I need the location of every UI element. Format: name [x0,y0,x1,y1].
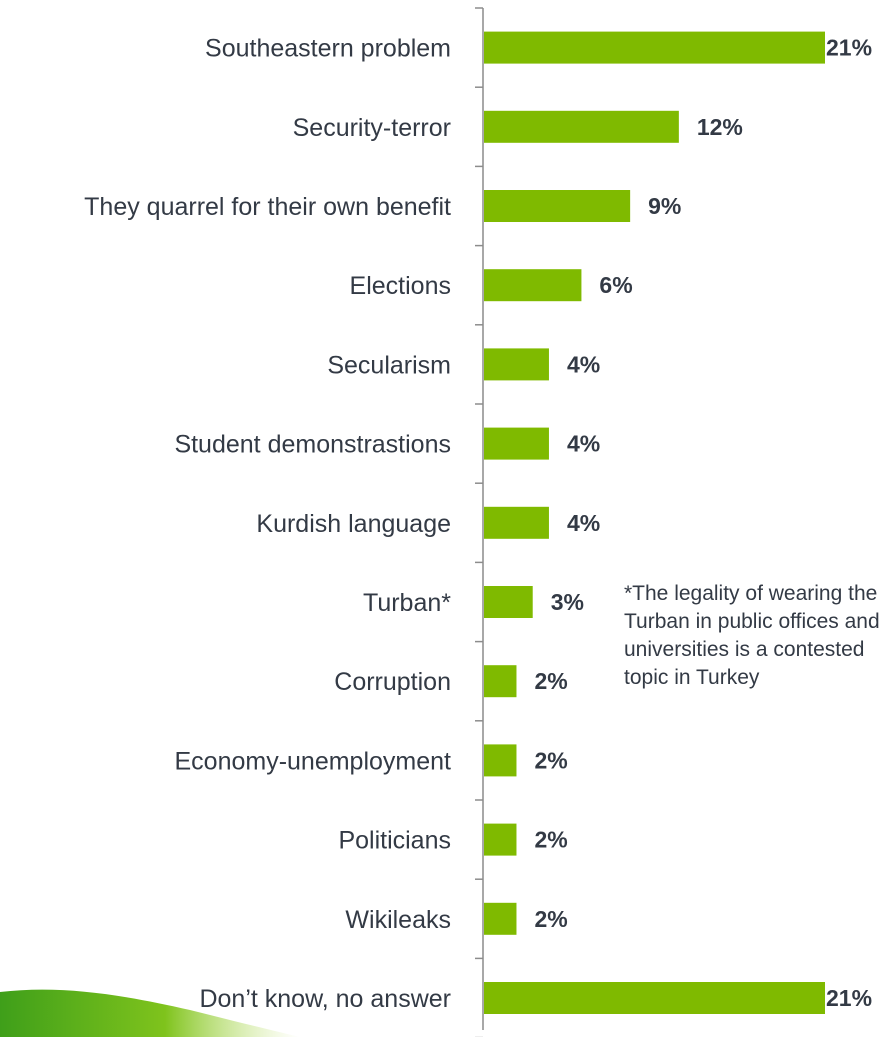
category-label: Politicians [338,827,451,855]
category-label: Kurdish language [256,510,451,538]
data-label: 2% [534,906,567,932]
data-label: 9% [648,193,681,219]
bar [484,665,517,698]
bar [484,269,582,302]
bar [484,190,631,222]
bar [484,506,549,539]
data-label: 3% [551,589,584,615]
data-label: 4% [567,431,600,457]
bar [484,586,533,618]
category-label: Security-terror [293,114,451,142]
decorative-swoosh [0,989,300,1037]
category-label: Southeastern problem [205,35,451,63]
data-label: 12% [697,114,743,140]
bar [484,902,517,935]
category-label: Economy-unemployment [174,747,451,775]
category-label: Student demonstrastions [174,431,451,459]
category-label: Wikileaks [345,906,451,934]
data-label: 21% [826,35,872,61]
category-label: Turban* [363,589,451,617]
category-label: Secularism [327,351,451,379]
data-label: 2% [534,668,567,694]
bar [484,982,825,1014]
data-label: 2% [534,827,567,853]
data-label: 2% [534,747,567,773]
data-label: 21% [826,985,872,1011]
bar [484,348,549,381]
category-label: Elections [350,272,451,300]
footnote-annotation: *The legality of wearing the Turban in p… [624,582,880,689]
category-label: Corruption [334,668,451,696]
bar [484,744,517,777]
bar [484,427,549,460]
bar [484,31,825,64]
bar [484,110,679,143]
data-label: 4% [567,510,600,536]
category-label: Don’t know, no answer [199,985,451,1013]
bar [484,823,517,856]
category-label: They quarrel for their own benefit [84,193,451,221]
data-label: 6% [599,272,632,298]
data-label: 4% [567,351,600,377]
